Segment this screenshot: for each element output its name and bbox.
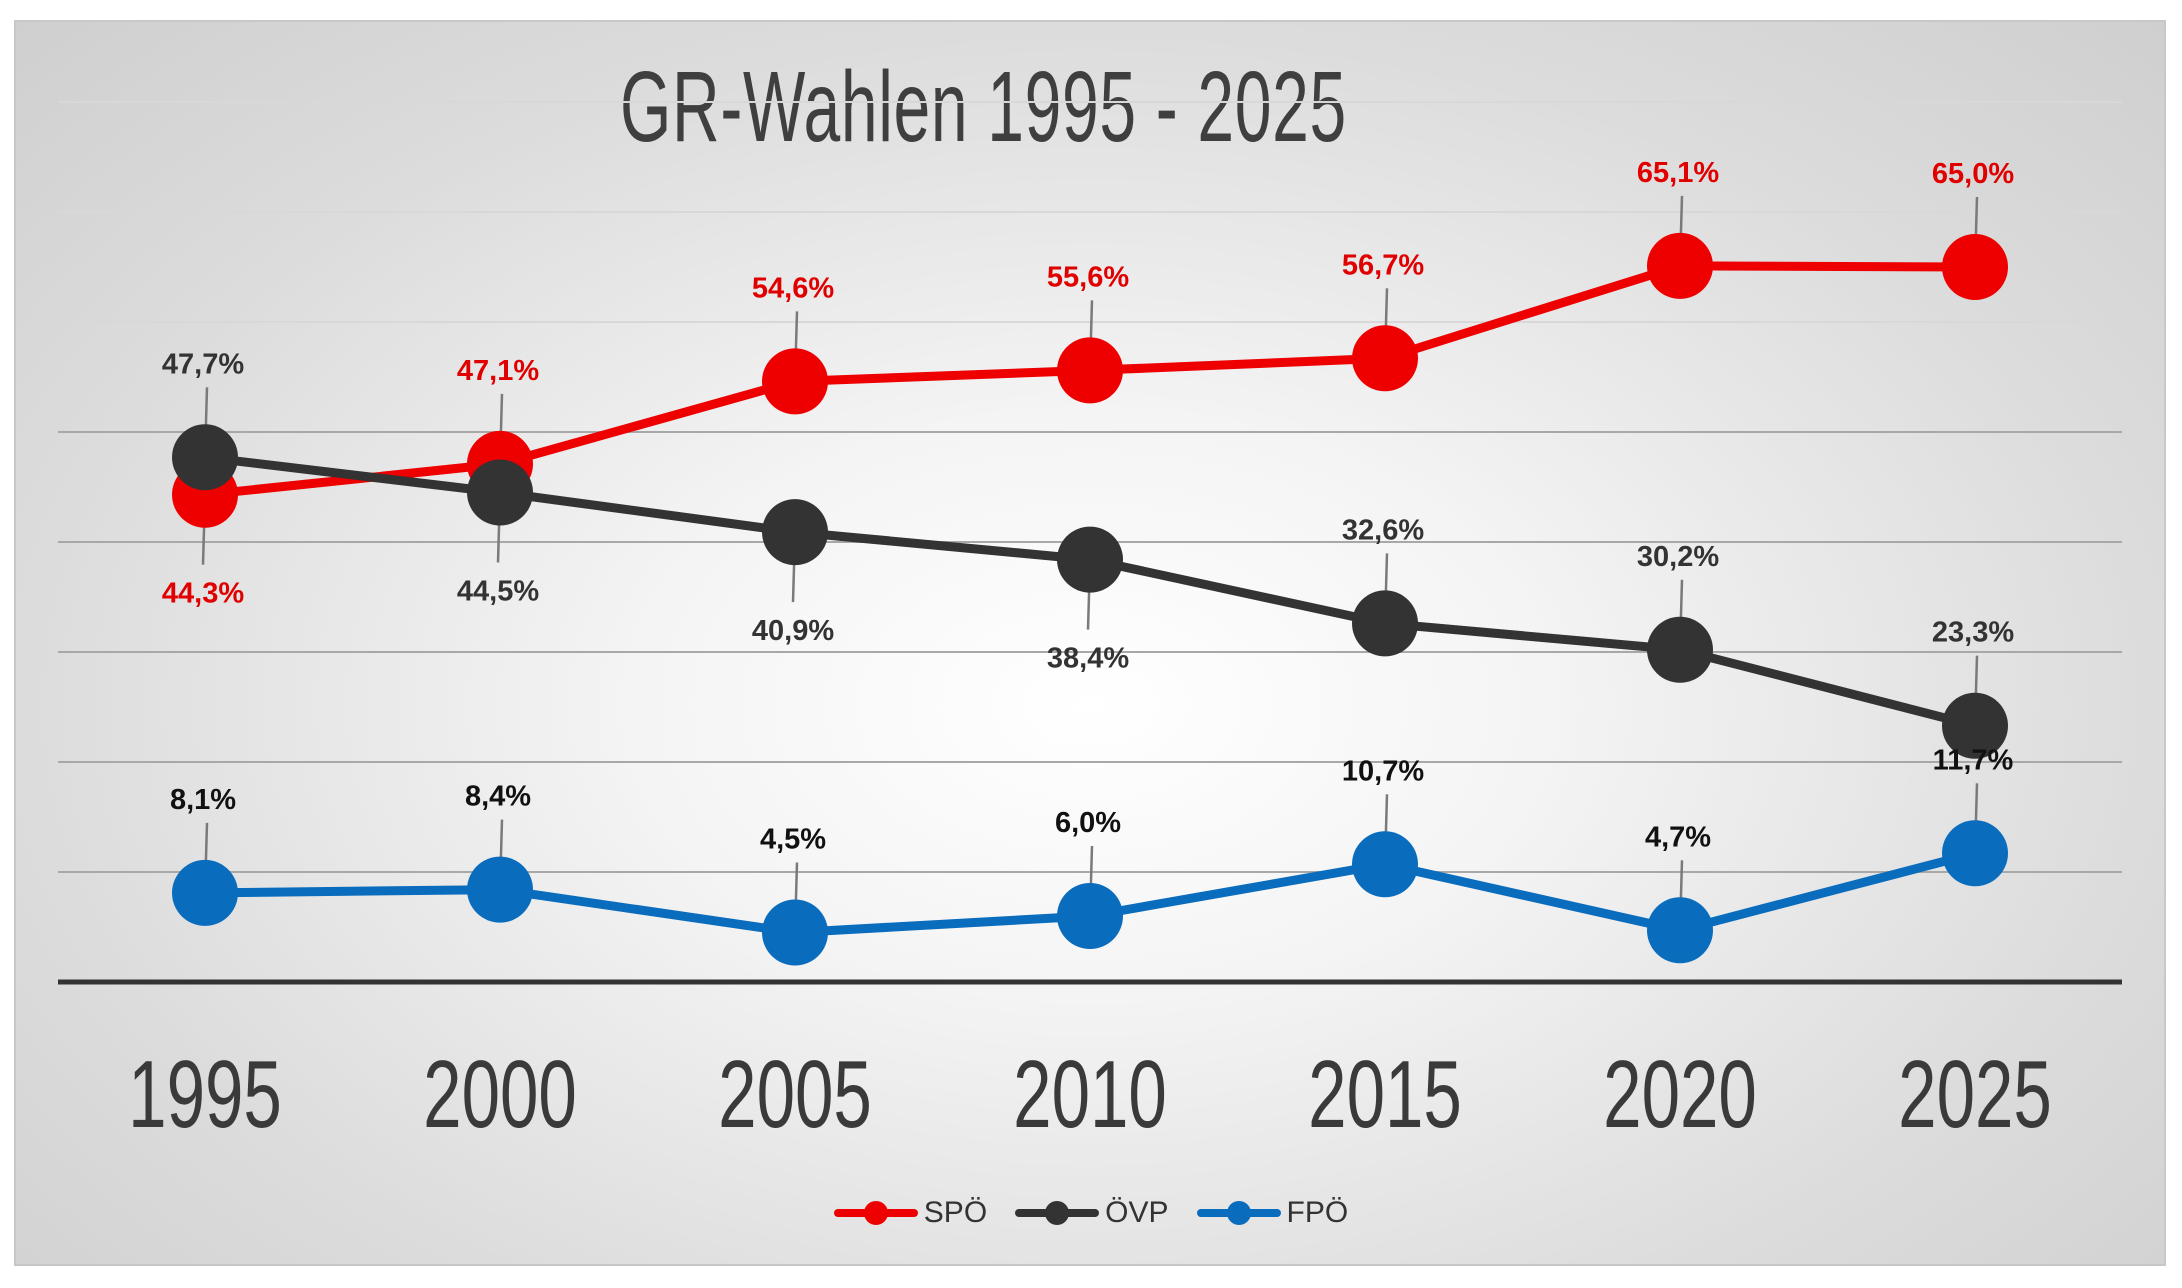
- data-label: 6,0%: [1055, 807, 1121, 839]
- data-label: 4,7%: [1645, 821, 1711, 853]
- legend-swatch: [1015, 1201, 1100, 1225]
- data-label: 40,9%: [752, 615, 834, 647]
- data-point: [762, 348, 828, 415]
- legend-swatch: [833, 1201, 918, 1225]
- data-point: [1057, 337, 1123, 404]
- data-point: [1057, 883, 1123, 949]
- data-point: [172, 424, 238, 491]
- data-point: [1352, 325, 1418, 392]
- data-label: 10,7%: [1342, 755, 1424, 787]
- data-point: [1942, 692, 2008, 759]
- data-label: 56,7%: [1342, 249, 1424, 281]
- data-point: [1352, 831, 1418, 898]
- data-point: [1647, 897, 1713, 964]
- x-tick-label: 2015: [1308, 1040, 1462, 1148]
- data-label: 8,1%: [170, 784, 236, 816]
- x-tick-label: 2000: [423, 1040, 577, 1148]
- data-point: [762, 899, 828, 966]
- data-point: [1057, 526, 1123, 593]
- x-tick-label: 1995: [128, 1040, 282, 1148]
- legend-label: ÖVP: [1105, 1196, 1169, 1229]
- data-point: [1942, 234, 2008, 300]
- data-point: [172, 859, 238, 926]
- x-tick-label: 2020: [1603, 1040, 1757, 1148]
- data-label: 4,5%: [760, 824, 826, 856]
- data-label: 30,2%: [1637, 541, 1719, 573]
- data-label: 47,7%: [162, 348, 244, 380]
- legend-item: FPÖ: [1196, 1196, 1349, 1230]
- data-point: [1352, 590, 1418, 657]
- chart-frame: [14, 20, 2166, 1266]
- legend-label: SPÖ: [923, 1196, 988, 1229]
- data-label: 55,6%: [1047, 261, 1129, 293]
- data-label: 54,6%: [752, 272, 834, 304]
- data-label: 44,3%: [162, 578, 244, 610]
- x-tick-label: 2025: [1898, 1040, 2052, 1148]
- legend-item: SPÖ: [833, 1196, 988, 1230]
- data-point: [467, 459, 533, 526]
- data-point: [467, 856, 533, 923]
- data-label: 11,7%: [1933, 744, 2014, 776]
- data-label: 65,1%: [1637, 157, 1719, 189]
- data-point: [1647, 232, 1713, 299]
- data-label: 23,3%: [1932, 617, 2014, 649]
- data-label: 38,4%: [1047, 643, 1129, 675]
- data-label: 8,4%: [465, 781, 531, 813]
- chart-title: GR-Wahlen 1995 - 2025: [620, 51, 1347, 163]
- legend-label: FPÖ: [1286, 1196, 1349, 1229]
- data-label: 44,5%: [457, 576, 539, 608]
- x-tick-label: 2005: [718, 1040, 872, 1148]
- legend-swatch: [1196, 1201, 1281, 1225]
- data-label: 47,1%: [457, 355, 539, 387]
- x-tick-label: 2010: [1013, 1040, 1167, 1148]
- data-label: 65,0%: [1932, 158, 2014, 190]
- data-point: [1647, 616, 1713, 683]
- data-point: [762, 499, 828, 566]
- data-point: [1942, 820, 2008, 887]
- legend-item: ÖVP: [1015, 1196, 1169, 1230]
- data-label: 32,6%: [1342, 514, 1424, 546]
- legend: SPÖ ÖVP FPÖ: [0, 1196, 2182, 1230]
